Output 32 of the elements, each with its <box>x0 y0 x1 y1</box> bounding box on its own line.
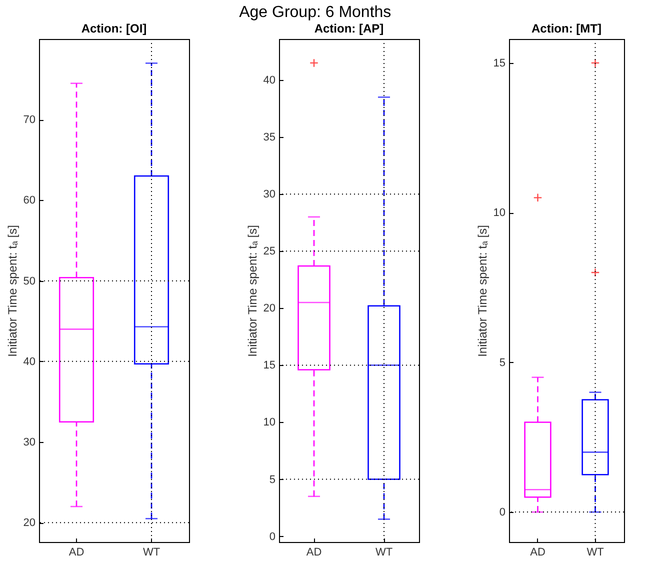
x-tick-label: AD <box>68 546 84 558</box>
y-tick-label: 40 <box>263 74 276 87</box>
chart-title: Action: [AP] <box>314 22 384 36</box>
chart-title: Action: [OI] <box>81 22 147 36</box>
y-tick-label: 35 <box>263 132 276 144</box>
y-tick-label: 10 <box>493 207 506 220</box>
y-tick-label: 10 <box>263 416 276 429</box>
x-tick-label: WT <box>375 546 393 558</box>
chart-title: Action: [MT] <box>532 22 602 36</box>
y-tick-label: 50 <box>23 275 36 288</box>
y-tick-label: 25 <box>263 246 276 258</box>
y-axis-title: Initiator Time spent: tₐ [s] <box>475 225 490 357</box>
y-axis-title: Initiator Time spent: tₐ [s] <box>245 225 260 357</box>
y-tick-label: 20 <box>263 302 276 315</box>
y-tick-label: 0 <box>269 530 276 543</box>
x-tick-label: WT <box>586 546 604 558</box>
y-tick-label: 30 <box>263 188 276 201</box>
y-tick-label: 15 <box>263 360 276 372</box>
y-tick-label: 20 <box>23 517 36 530</box>
y-tick-label: 5 <box>269 474 276 486</box>
y-tick-label: 5 <box>499 356 506 369</box>
x-tick-label: AD <box>530 546 546 558</box>
y-tick-label: 15 <box>493 57 506 70</box>
y-axis-title: Initiator Time spent: tₐ [s] <box>5 225 20 357</box>
y-tick-label: 60 <box>23 194 36 207</box>
x-tick-label: WT <box>142 546 160 558</box>
y-tick-label: 30 <box>23 436 36 449</box>
x-tick-label: AD <box>306 546 322 558</box>
y-tick-label: 40 <box>23 356 36 368</box>
y-tick-label: 70 <box>23 114 36 126</box>
text: Age Group: 6 Months <box>239 4 392 21</box>
y-tick-label: 0 <box>499 506 506 519</box>
